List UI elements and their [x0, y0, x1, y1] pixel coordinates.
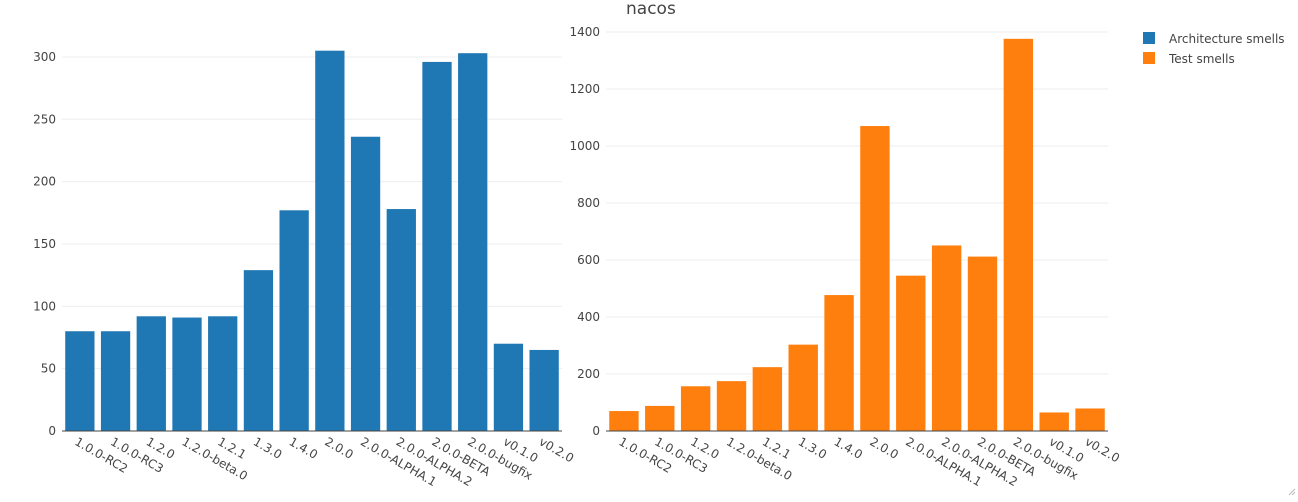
subplot-architecture-smells: 0501001502002503001.0.0-RC21.0.0-RC31.2.… [33, 50, 576, 489]
bar-test-smells-1-0-0-rc2[interactable] [609, 411, 639, 431]
y-tick-label: 200 [577, 367, 600, 381]
bar-architecture-smells-2-0-0-beta[interactable] [422, 61, 452, 432]
y-tick-label: 250 [33, 112, 56, 126]
bar-test-smells-v0-2-0[interactable] [1075, 408, 1105, 431]
resize-handle-icon[interactable] [1286, 486, 1296, 496]
bar-test-smells-1-2-1[interactable] [752, 367, 783, 431]
y-tick-label: 0 [48, 424, 56, 438]
legend-label-architecture-smells: Architecture smells [1169, 32, 1285, 46]
bar-architecture-smells-2-0-0-alpha-2[interactable] [386, 209, 416, 431]
y-tick-label: 50 [41, 362, 56, 376]
bar-architecture-smells-1-0-0-rc2[interactable] [65, 331, 95, 431]
y-tick-label: 150 [33, 237, 56, 251]
x-tick-label: 2.0.0 [867, 434, 900, 461]
bar-test-smells-2-0-0-alpha-1[interactable] [896, 275, 926, 431]
bar-architecture-smells-1-2-0-beta-0[interactable] [172, 317, 202, 431]
x-tick-label: v0.2.0 [537, 434, 577, 465]
bar-architecture-smells-2-0-0[interactable] [315, 50, 345, 431]
legend[interactable]: Architecture smells Test smells [1143, 32, 1285, 66]
chart-title: nacos [626, 0, 676, 19]
y-tick-label: 400 [577, 310, 600, 324]
x-tick-label: 1.3.0 [251, 434, 284, 461]
y-tick-label: 1200 [569, 82, 600, 96]
bar-test-smells-1-4-0[interactable] [824, 295, 854, 431]
bar-test-smells-2-0-0[interactable] [860, 126, 890, 432]
bar-test-smells-1-2-0-beta-0[interactable] [716, 381, 747, 431]
bar-architecture-smells-1-2-1[interactable] [208, 316, 238, 431]
legend-label-test-smells: Test smells [1168, 52, 1235, 66]
bar-test-smells-1-0-0-rc3[interactable] [645, 405, 675, 431]
bar-architecture-smells-v0-2-0[interactable] [529, 349, 559, 431]
y-tick-label: 300 [33, 50, 56, 64]
bar-test-smells-v0-1-0[interactable] [1039, 412, 1069, 431]
bar-architecture-smells-1-3-0[interactable] [243, 270, 274, 431]
bar-test-smells-2-0-0-alpha-2[interactable] [931, 245, 962, 431]
x-tick-label: 1.3.0 [796, 434, 829, 461]
bar-architecture-smells-v0-1-0[interactable] [493, 343, 524, 431]
y-tick-label: 100 [33, 299, 56, 313]
y-tick-label: 800 [577, 196, 600, 210]
bar-architecture-smells-1-2-0[interactable] [136, 316, 166, 431]
y-tick-label: 200 [33, 175, 56, 189]
bar-test-smells-1-3-0[interactable] [788, 344, 818, 431]
legend-item-architecture-smells[interactable]: Architecture smells [1143, 32, 1285, 46]
bar-test-smells-1-2-0[interactable] [680, 386, 711, 431]
bar-architecture-smells-2-0-0-alpha-1[interactable] [350, 136, 381, 432]
x-tick-label: 2.0.0 [322, 434, 355, 461]
bar-test-smells-2-0-0-bugfix[interactable] [1003, 38, 1034, 432]
x-tick-label: 1.4.0 [287, 434, 320, 461]
x-tick-label: 1.4.0 [832, 434, 865, 461]
subplot-test-smells: 02004006008001000120014001.0.0-RC21.0.0-… [569, 25, 1122, 489]
bar-test-smells-2-0-0-beta[interactable] [967, 256, 998, 431]
legend-swatch-test-smells [1143, 52, 1155, 64]
legend-swatch-architecture-smells [1143, 32, 1155, 44]
bar-architecture-smells-1-0-0-rc3[interactable] [100, 331, 131, 431]
y-tick-label: 1400 [569, 25, 600, 39]
legend-item-test-smells[interactable]: Test smells [1143, 52, 1235, 66]
y-tick-label: 1000 [569, 139, 600, 153]
y-tick-label: 600 [577, 253, 600, 267]
y-tick-label: 0 [592, 424, 600, 438]
bar-architecture-smells-1-4-0[interactable] [279, 210, 309, 431]
x-tick-label: v0.2.0 [1083, 434, 1123, 465]
bar-architecture-smells-2-0-0-bugfix[interactable] [458, 53, 488, 432]
